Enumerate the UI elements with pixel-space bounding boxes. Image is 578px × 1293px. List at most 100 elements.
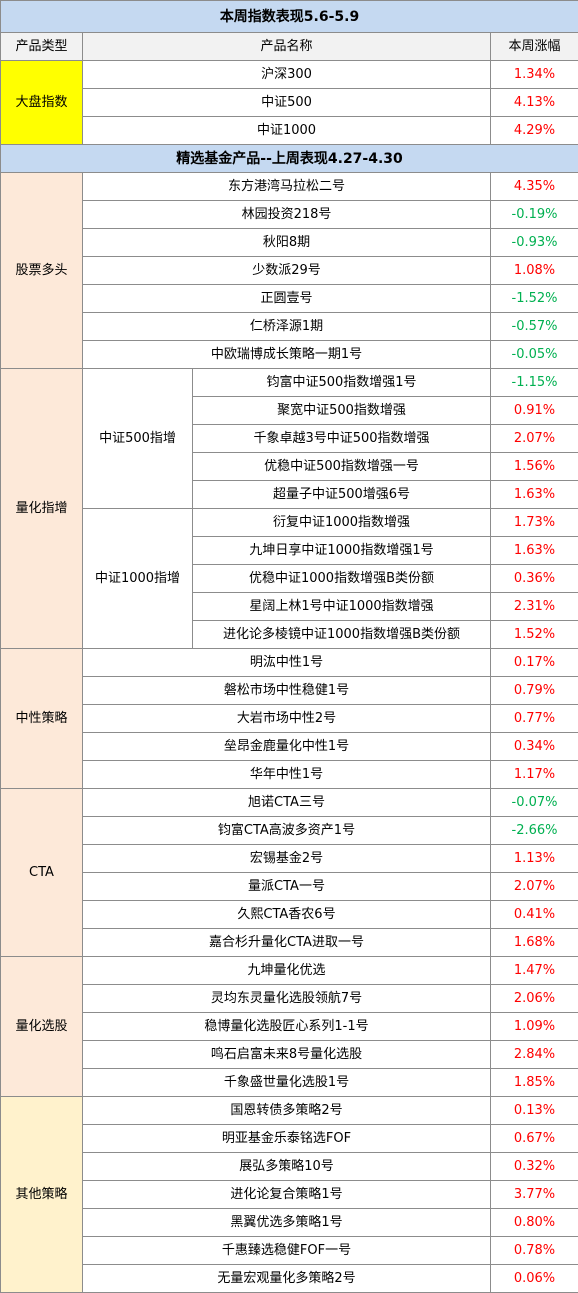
product-name: 旭诺CTA三号: [83, 789, 491, 817]
weekly-change: 1.09%: [491, 1013, 578, 1041]
weekly-change: 2.07%: [491, 425, 578, 453]
product-name: 宏锡基金2号: [83, 845, 491, 873]
weekly-change: 0.32%: [491, 1153, 578, 1181]
weekly-change: 1.47%: [491, 957, 578, 985]
product-name: 中欧瑞博成长策略一期1号: [83, 341, 491, 369]
table-row: 量化指增中证500指增钧富中证500指数增强1号-1.15%: [1, 369, 578, 397]
weekly-change: -0.57%: [491, 313, 578, 341]
category: 量化选股: [1, 957, 83, 1097]
weekly-change: -0.19%: [491, 201, 578, 229]
weekly-change: 0.34%: [491, 733, 578, 761]
product-name: 展弘多策略10号: [83, 1153, 491, 1181]
product-name: 进化论复合策略1号: [83, 1181, 491, 1209]
product-name: 优稳中证500指数增强一号: [193, 453, 491, 481]
product-name: 明汯中性1号: [83, 649, 491, 677]
category: 大盘指数: [1, 61, 83, 145]
weekly-change: 0.17%: [491, 649, 578, 677]
weekly-change: -0.05%: [491, 341, 578, 369]
weekly-change: 1.73%: [491, 509, 578, 537]
weekly-change: 4.29%: [491, 117, 578, 145]
weekly-change: 1.63%: [491, 537, 578, 565]
product-name: 千象盛世量化选股1号: [83, 1069, 491, 1097]
category: CTA: [1, 789, 83, 957]
weekly-change: 0.79%: [491, 677, 578, 705]
weekly-change: 1.63%: [491, 481, 578, 509]
product-name: 衍复中证1000指数增强: [193, 509, 491, 537]
product-name: 灵均东灵量化选股领航7号: [83, 985, 491, 1013]
product-name: 垒昂金鹿量化中性1号: [83, 733, 491, 761]
table-row: 秋阳8期-0.93%: [1, 229, 578, 257]
weekly-change: 1.13%: [491, 845, 578, 873]
weekly-change: -1.15%: [491, 369, 578, 397]
product-name: 稳博量化选股匠心系列1-1号: [83, 1013, 491, 1041]
weekly-change: 0.41%: [491, 901, 578, 929]
section-title: 精选基金产品--上周表现4.27-4.30: [1, 145, 578, 173]
weekly-change: 1.56%: [491, 453, 578, 481]
product-name: 钧富中证500指数增强1号: [193, 369, 491, 397]
category: 其他策略: [1, 1097, 83, 1293]
table-title: 本周指数表现5.6-5.9: [1, 1, 578, 33]
product-name: 中证1000: [83, 117, 491, 145]
weekly-change: 0.13%: [491, 1097, 578, 1125]
subcategory: 中证500指增: [83, 369, 193, 509]
weekly-change: 1.52%: [491, 621, 578, 649]
weekly-change: -0.07%: [491, 789, 578, 817]
product-name: 明亚基金乐泰铭选FOF: [83, 1125, 491, 1153]
weekly-change: 1.34%: [491, 61, 578, 89]
weekly-change: 0.06%: [491, 1265, 578, 1293]
weekly-change: 0.36%: [491, 565, 578, 593]
product-name: 正圆壹号: [83, 285, 491, 313]
category: 量化指增: [1, 369, 83, 649]
weekly-change: 1.85%: [491, 1069, 578, 1097]
product-name: 磐松市场中性稳健1号: [83, 677, 491, 705]
weekly-change: 2.07%: [491, 873, 578, 901]
weekly-change: 0.67%: [491, 1125, 578, 1153]
category: 中性策略: [1, 649, 83, 789]
product-name: 千象卓越3号中证500指数增强: [193, 425, 491, 453]
product-name: 黑翼优选多策略1号: [83, 1209, 491, 1237]
weekly-change: 4.13%: [491, 89, 578, 117]
weekly-change: -0.93%: [491, 229, 578, 257]
table-row: 仁桥泽源1期-0.57%: [1, 313, 578, 341]
table-row: 钧富CTA高波多资产1号-2.66%: [1, 817, 578, 845]
product-name: 优稳中证1000指数增强B类份额: [193, 565, 491, 593]
table-row: 正圆壹号-1.52%: [1, 285, 578, 313]
product-name: 星阔上林1号中证1000指数增强: [193, 593, 491, 621]
weekly-change: 0.80%: [491, 1209, 578, 1237]
product-name: 鸣石启富未来8号量化选股: [83, 1041, 491, 1069]
product-name: 仁桥泽源1期: [83, 313, 491, 341]
weekly-change: 1.68%: [491, 929, 578, 957]
weekly-change: 2.06%: [491, 985, 578, 1013]
weekly-change: 2.31%: [491, 593, 578, 621]
weekly-change: -1.52%: [491, 285, 578, 313]
product-name: 千惠臻选稳健FOF一号: [83, 1237, 491, 1265]
product-name: 超量子中证500增强6号: [193, 481, 491, 509]
product-name: 钧富CTA高波多资产1号: [83, 817, 491, 845]
product-name: 中证500: [83, 89, 491, 117]
product-name: 九坤量化优选: [83, 957, 491, 985]
weekly-change: 0.91%: [491, 397, 578, 425]
table-row: 精选基金产品--上周表现4.27-4.30: [1, 145, 578, 173]
